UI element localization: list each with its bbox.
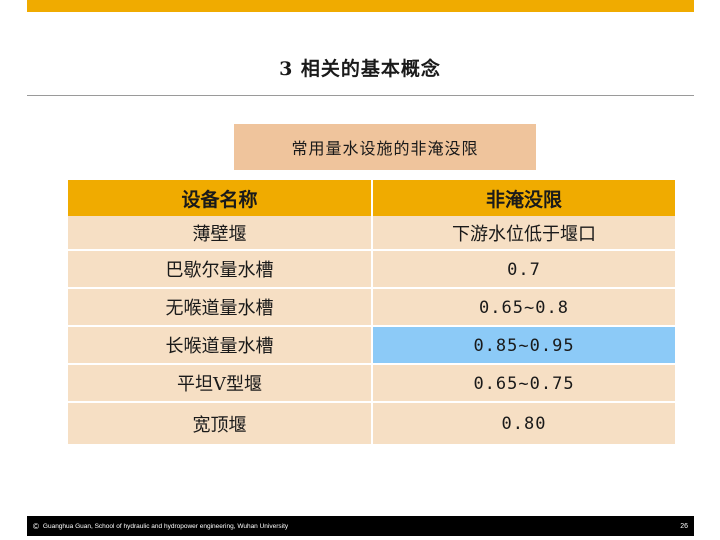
limit-value: 0.65~0.8 [479,297,569,318]
footer-credit: Guanghua Guan, School of hydraulic and h… [42,522,289,530]
limit-value: 0.65~0.75 [473,373,575,394]
header-limit: 非淹没限 [372,180,675,216]
limit-cell: 0.7 [372,250,675,289]
table-row: 无喉道量水槽 0.65~0.8 [68,288,675,327]
device-name-cell: 宽顶堰 [68,402,373,444]
device-name-cell: 薄壁堰 [68,216,373,251]
table-row: 平坦V型堰 0.65~0.75 [68,364,675,403]
page-number: 26 [680,522,688,530]
table-header-row: 设备名称 非淹没限 [68,180,675,216]
limit-cell: 下游水位低于堰口 [372,216,675,251]
limit-cell-highlighted: 0.85~0.95 [372,326,675,365]
table-row: 巴歇尔量水槽 0.7 [68,250,675,289]
limit-cell: 0.80 [372,402,675,444]
device-name-cell: 长喉道量水槽 [68,326,373,365]
limit-value: 0.80 [501,414,547,434]
copyright-icon: © [33,521,39,531]
table-row: 宽顶堰 0.80 [68,402,675,444]
limit-cell: 0.65~0.8 [372,288,675,327]
device-name-cell: 巴歇尔量水槽 [68,250,373,289]
slide-title: 3 相关的基本概念 [279,58,441,80]
device-name-cell: 无喉道量水槽 [68,288,373,327]
table-row: 薄壁堰 下游水位低于堰口 [68,216,675,251]
table-caption: 常用量水设施的非淹没限 [234,124,536,170]
top-accent-bar [27,0,694,12]
table-row-highlighted: 长喉道量水槽 0.85~0.95 [68,326,675,365]
limit-value: 0.85~0.95 [473,335,575,356]
footer-bar: © Guanghua Guan, School of hydraulic and… [27,516,694,536]
title-divider [27,95,694,96]
limit-cell: 0.65~0.75 [372,364,675,403]
limit-value: 0.7 [507,259,541,280]
device-name-cell: 平坦V型堰 [68,364,373,403]
submergence-limit-table: 设备名称 非淹没限 薄壁堰 下游水位低于堰口 巴歇尔量水槽 0.7 无喉道量水槽… [68,180,675,444]
header-device-name: 设备名称 [68,180,373,216]
